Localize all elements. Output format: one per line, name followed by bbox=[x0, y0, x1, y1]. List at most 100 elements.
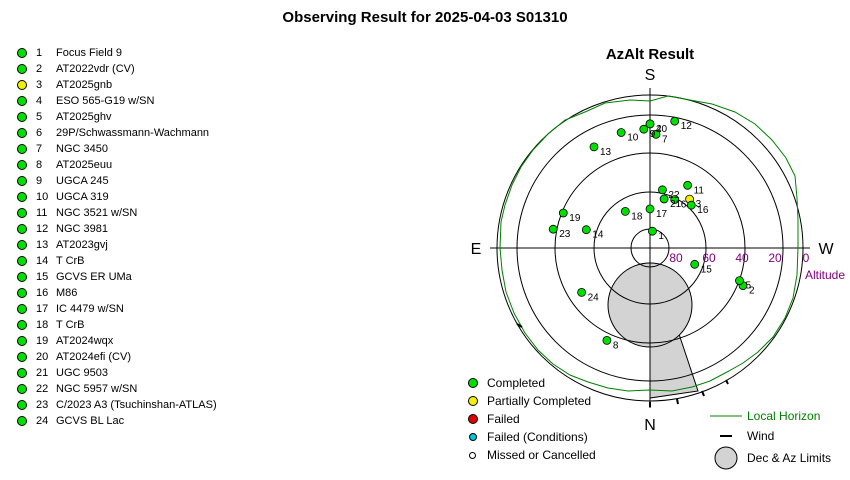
status-dot-icon bbox=[17, 336, 27, 346]
target-name: NGC 3521 w/SN bbox=[56, 207, 138, 219]
target-name: T CrB bbox=[56, 255, 85, 267]
target-number: 23 bbox=[36, 399, 49, 411]
altitude-label-60: 60 bbox=[702, 251, 716, 265]
target-number: 12 bbox=[36, 223, 49, 235]
target-list-item: 3 AT2025gnb bbox=[15, 77, 217, 93]
partial-dot-icon bbox=[467, 396, 478, 406]
target-name: Focus Field 9 bbox=[56, 47, 123, 59]
target-point-12 bbox=[670, 116, 680, 126]
target-number: 17 bbox=[36, 303, 49, 315]
target-point-label: 1 bbox=[658, 231, 664, 242]
target-list-item: 16 M86 bbox=[15, 285, 217, 301]
altitude-label-0: 0 bbox=[803, 251, 810, 265]
target-list-item: 13 AT2023gvj bbox=[15, 237, 217, 253]
target-point-label: 12 bbox=[681, 121, 693, 132]
target-number: 18 bbox=[36, 319, 49, 331]
status-dot-icon bbox=[17, 272, 27, 282]
compass-west: W bbox=[818, 241, 834, 258]
wind-tick-icon bbox=[720, 435, 732, 437]
axis-lines bbox=[490, 88, 810, 408]
target-number: 21 bbox=[36, 367, 49, 379]
target-point-label: 5 bbox=[746, 281, 752, 292]
target-list-item: 23 C/2023 A3 (Tsuchinshan-ATLAS) bbox=[15, 397, 217, 413]
target-point-label: 14 bbox=[592, 230, 604, 241]
local-horizon-line bbox=[499, 95, 799, 392]
status-dot-icon bbox=[17, 48, 27, 58]
legend-horizon: Local Horizon bbox=[705, 406, 831, 426]
status-dot-icon bbox=[17, 352, 27, 362]
target-name: AT2022vdr (CV) bbox=[56, 63, 135, 75]
target-point-label: 7 bbox=[662, 134, 668, 145]
target-list-item: 1 Focus Field 9 bbox=[15, 45, 217, 61]
target-name: AT2023gvj bbox=[56, 239, 108, 251]
target-name: NGC 3981 bbox=[56, 223, 108, 235]
target-name: AT2025gnb bbox=[56, 79, 113, 91]
target-name: ESO 565-G19 w/SN bbox=[56, 95, 155, 107]
target-list-item: 14 T CrB bbox=[15, 253, 217, 269]
status-dot-icon bbox=[17, 400, 27, 410]
status-dot-icon bbox=[17, 64, 27, 74]
status-dot-icon bbox=[17, 320, 27, 330]
target-list-item: 15 GCVS ER UMa bbox=[15, 269, 217, 285]
target-list-item: 6 29P/Schwassmann-Wachmann bbox=[15, 125, 217, 141]
target-name: T CrB bbox=[56, 319, 85, 331]
target-list-item: 10 UGCA 319 bbox=[15, 189, 217, 205]
target-point-label: 24 bbox=[588, 292, 600, 303]
status-dot-icon bbox=[17, 112, 27, 122]
target-number: 9 bbox=[36, 175, 43, 187]
compass-south: S bbox=[645, 67, 656, 84]
status-dot-icon bbox=[17, 240, 27, 250]
target-name: UGCA 245 bbox=[56, 175, 109, 187]
target-point-23 bbox=[548, 224, 558, 234]
target-list-item: 5 AT2025ghv bbox=[15, 109, 217, 125]
target-point-21 bbox=[659, 194, 669, 204]
altitude-axis-title: Altitude bbox=[805, 268, 845, 282]
legend-wind: Wind bbox=[705, 426, 831, 446]
target-number: 13 bbox=[36, 239, 49, 251]
target-point-19 bbox=[558, 208, 568, 218]
target-list-item: 22 NGC 5957 w/SN bbox=[15, 381, 217, 397]
target-point-label: 3 bbox=[696, 199, 702, 210]
legend-failed: Failed bbox=[458, 410, 596, 428]
status-dot-icon bbox=[17, 416, 27, 426]
target-point-17 bbox=[645, 204, 655, 214]
limits-circle-icon bbox=[714, 446, 738, 470]
target-name: UGC 9503 bbox=[56, 367, 108, 379]
target-point-label: 15 bbox=[701, 264, 713, 275]
target-point-label: 8 bbox=[613, 340, 619, 351]
compass-east: E bbox=[471, 241, 482, 258]
target-point-label: 10 bbox=[627, 133, 639, 144]
target-point-label: 20 bbox=[656, 124, 668, 135]
status-dot-icon bbox=[17, 176, 27, 186]
target-point-8 bbox=[602, 335, 612, 345]
target-point-22 bbox=[658, 185, 667, 195]
wind-markers bbox=[516, 323, 729, 407]
target-point-18 bbox=[620, 206, 630, 216]
target-point-13 bbox=[589, 142, 599, 152]
target-name: NGC 5957 w/SN bbox=[56, 383, 138, 395]
target-number: 3 bbox=[36, 79, 43, 91]
status-dot-icon bbox=[17, 192, 27, 202]
target-name: AT2024efi (CV) bbox=[56, 351, 131, 363]
legend-completed: Completed bbox=[458, 374, 596, 392]
horizon-line-icon bbox=[710, 415, 742, 417]
target-list-item: 20 AT2024efi (CV) bbox=[15, 349, 217, 365]
target-number: 11 bbox=[36, 207, 48, 219]
altitude-label-20: 20 bbox=[768, 251, 782, 265]
target-name: GCVS ER UMa bbox=[56, 271, 132, 283]
legend-partial: Partially Completed bbox=[458, 392, 596, 410]
target-name: AT2024wqx bbox=[56, 335, 114, 347]
compass-north: N bbox=[644, 417, 656, 434]
target-point-6 bbox=[670, 195, 680, 204]
target-name: NGC 3450 bbox=[56, 143, 108, 155]
target-point-10 bbox=[616, 128, 626, 137]
target-point-label: 19 bbox=[569, 213, 581, 224]
target-name: AT2025euu bbox=[56, 159, 113, 171]
target-point-label: 17 bbox=[656, 209, 668, 220]
target-number: 19 bbox=[36, 335, 49, 347]
target-number: 6 bbox=[36, 127, 43, 139]
target-number: 16 bbox=[36, 287, 49, 299]
target-point-label: 2 bbox=[749, 286, 755, 297]
